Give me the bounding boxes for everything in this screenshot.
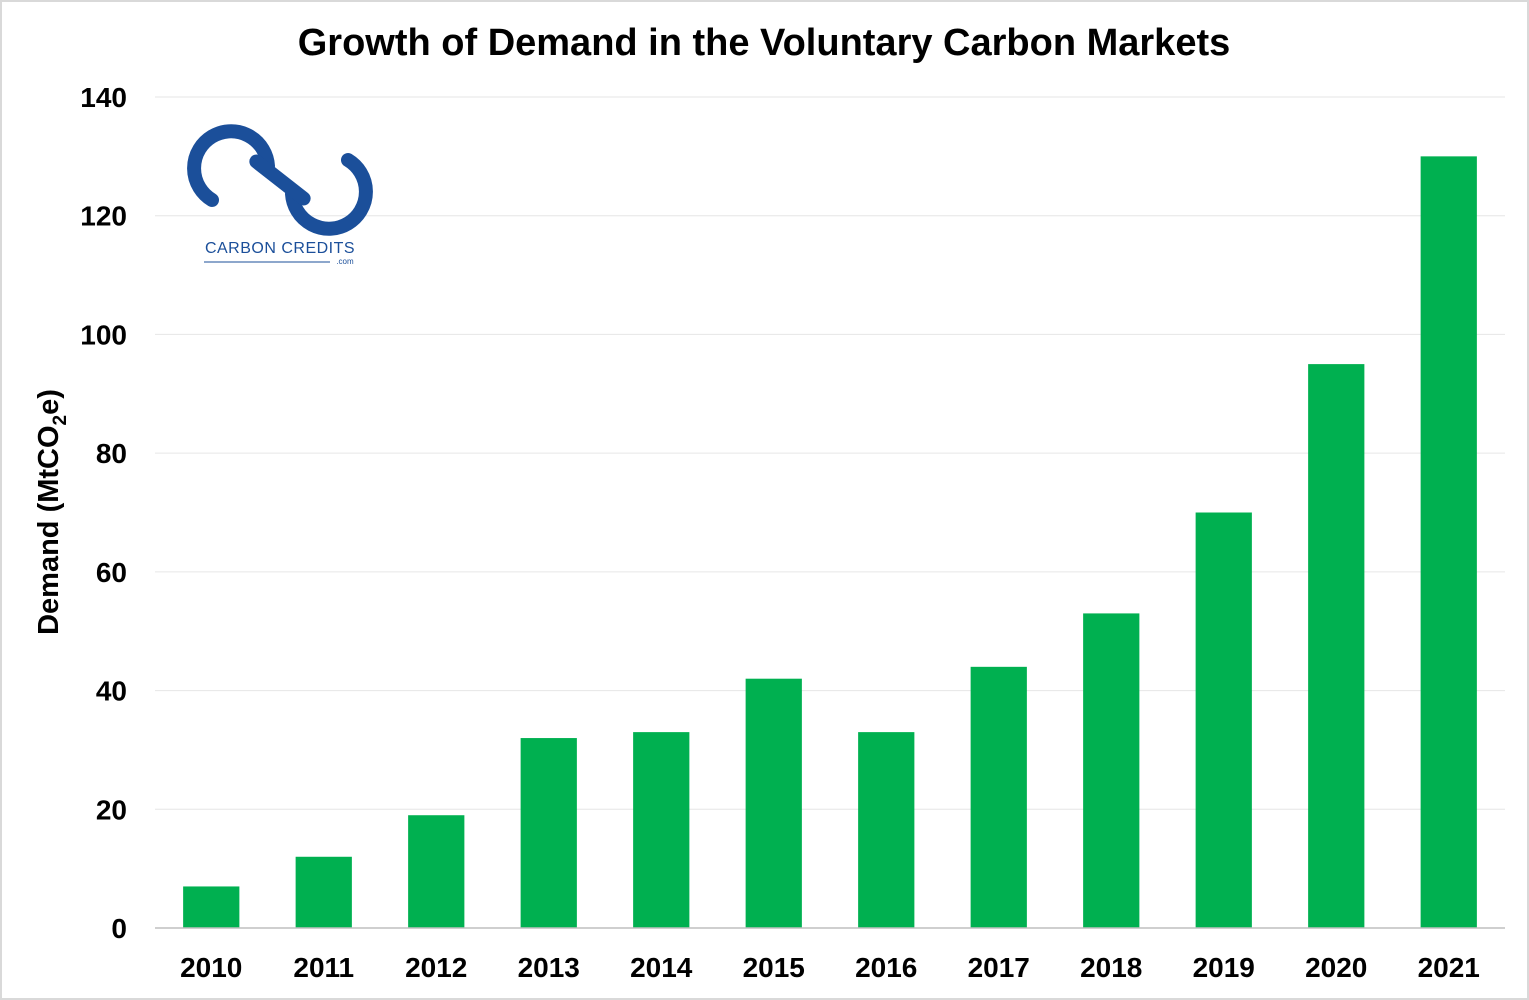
y-axis-label: Demand (MtCO2e) (33, 389, 71, 635)
x-axis-ticks: 2010 2011 2012 2013 2014 2015 2016 2017 2018 2019… (180, 952, 1480, 983)
x-tick-label: 2014 (630, 952, 693, 983)
y-tick-label: 80 (96, 438, 127, 469)
y-axis-label-main: Demand (MtCO (33, 425, 65, 634)
y-tick-label: 40 (96, 676, 127, 707)
bar-2011 (295, 856, 352, 928)
y-tick-label: 140 (80, 82, 127, 113)
bar-2010 (183, 886, 240, 928)
bar-2019 (1195, 512, 1252, 928)
bar-2016 (858, 732, 915, 928)
chart-title: Growth of Demand in the Voluntary Carbon… (298, 22, 1231, 64)
x-tick-label: 2016 (855, 952, 917, 983)
x-tick-label: 2012 (405, 952, 467, 983)
y-tick-label: 0 (111, 913, 127, 944)
bars (183, 156, 1477, 928)
y-axis-ticks: 0 20 40 60 80 100 120 140 (80, 82, 127, 944)
x-tick-label: 2015 (743, 952, 805, 983)
logo-suffix: .com (336, 257, 354, 266)
x-tick-label: 2020 (1305, 952, 1367, 983)
bar-2015 (745, 678, 802, 928)
x-tick-label: 2017 (968, 952, 1030, 983)
logo-text: CARBON CREDITS (205, 240, 355, 257)
logo-icon (187, 124, 373, 236)
bar-2021 (1420, 156, 1477, 928)
x-tick-label: 2013 (518, 952, 580, 983)
gridlines (155, 96, 1505, 810)
y-tick-label: 20 (96, 794, 127, 825)
x-tick-label: 2019 (1193, 952, 1255, 983)
bar-2018 (1083, 613, 1140, 928)
x-tick-label: 2010 (180, 952, 242, 983)
bar-2012 (408, 815, 465, 928)
y-axis-label-subscript: 2 (50, 415, 71, 426)
bar-2013 (520, 738, 577, 928)
y-tick-label: 100 (80, 319, 127, 350)
carbon-credits-logo: CARBON CREDITS .com (187, 124, 373, 266)
y-tick-label: 120 (80, 201, 127, 232)
x-tick-label: 2011 (293, 952, 354, 983)
y-tick-label: 60 (96, 557, 127, 588)
bar-2020 (1308, 364, 1365, 928)
bar-2014 (633, 732, 690, 928)
x-tick-label: 2018 (1080, 952, 1142, 983)
bar-2017 (970, 666, 1027, 928)
x-tick-label: 2021 (1418, 952, 1480, 983)
y-axis-label-end: e) (33, 389, 65, 415)
